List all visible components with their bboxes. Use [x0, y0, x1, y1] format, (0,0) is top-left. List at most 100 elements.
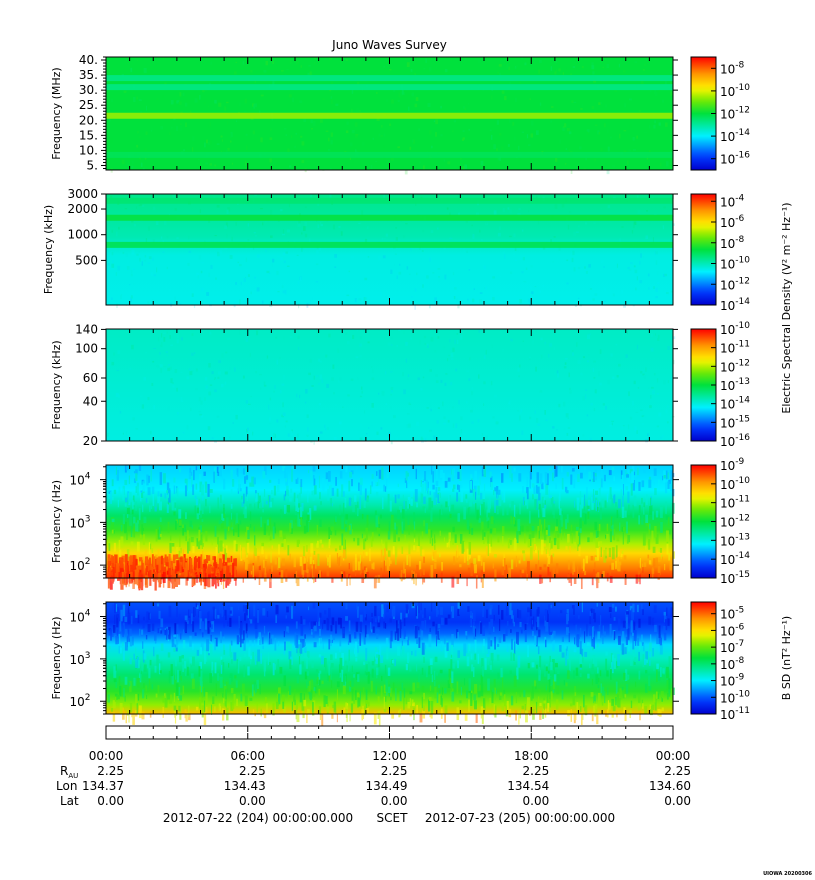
- colorbar-tick-label: 10-10: [720, 476, 750, 492]
- colorbar: 10-16 10-14 10-12 10-10 10-8: [690, 56, 750, 171]
- colorbar-tick-label: 10-13: [720, 532, 750, 548]
- colorbar-tick-label: 10-13: [720, 377, 750, 393]
- y-axis: 5.10.15.20.25.30.35.40.: [79, 53, 678, 172]
- y-axis-label: Frequency (Hz): [50, 480, 63, 563]
- emission-band: [106, 151, 673, 158]
- start-time: 2012-07-22 (204) 00:00:00.000: [163, 811, 353, 825]
- colorbar-tick-label: 10-14: [720, 297, 750, 313]
- ephemeris-value: 0.00: [97, 794, 124, 808]
- y-axis-label: Frequency (kHz): [50, 340, 63, 429]
- y-tick-label: 102: [69, 557, 90, 573]
- colorbar-gradient: [690, 193, 717, 306]
- ephemeris-value: 0.00: [523, 794, 550, 808]
- colorbar-tick-label: 10-9: [720, 457, 745, 473]
- colorbar: 10-15 10-14 10-13 10-12 10-11 10-10 10-9: [690, 457, 750, 586]
- y-tick-label: 40: [83, 394, 98, 408]
- colorbar-tick-label: 10-10: [720, 256, 750, 272]
- colorbar-tick-label: 10-11: [720, 495, 750, 511]
- ephemeris-value: 2.25: [664, 764, 691, 778]
- colorbar-tick-label: 10-6: [720, 622, 745, 638]
- colorbar-tick-label: 10-7: [720, 639, 744, 655]
- y-axis-label: Frequency (kHz): [42, 205, 55, 294]
- y-tick-label: 20.: [79, 113, 98, 127]
- ephemeris-value: 134.54: [507, 779, 549, 793]
- y-tick-label: 15.: [79, 128, 98, 142]
- y-tick-label: 3000: [67, 187, 98, 201]
- colorbar-tick-label: 10-11: [720, 706, 750, 722]
- emission-band: [106, 214, 673, 221]
- low-frequency-emission: [107, 554, 238, 591]
- colorbar-tick-label: 10-4: [720, 193, 745, 209]
- colorbar-tick-label: 10-16: [720, 433, 750, 449]
- time-frame: SCET: [377, 811, 409, 825]
- ephemeris-value: 2.25: [523, 764, 550, 778]
- spectrogram-image: [106, 194, 673, 305]
- colorbar-tick-label: 10-14: [720, 396, 750, 412]
- colorbar-tick-label: 10-15: [720, 414, 750, 430]
- ephemeris-label: Lat: [60, 794, 79, 808]
- electric-colorbar-label: Electric Spectral Density (V² m⁻² Hz⁻¹): [780, 202, 793, 413]
- colorbar-tick-label: 10-15: [720, 570, 750, 586]
- colorbar-tick-label: 10-14: [720, 128, 750, 144]
- colorbar-tick-label: 10-10: [720, 83, 750, 99]
- y-axis: 20 40 60 100 140: [75, 322, 678, 448]
- ephemeris-value: 134.43: [224, 779, 266, 793]
- spectrogram-texture: [106, 329, 676, 445]
- y-tick-label: 500: [75, 253, 98, 267]
- time-tick-label: 00:00: [656, 749, 691, 763]
- spectrogram-image: [106, 329, 673, 441]
- colorbar-tick-label: 10-6: [720, 214, 745, 230]
- ephemeris-row: RAU 2.25 2.25 2.25 2.25 2.25: [60, 764, 691, 780]
- colorbar-tick-label: 10-10: [720, 689, 750, 705]
- ephemeris-label: RAU: [60, 764, 78, 780]
- time-tick-label: 12:00: [372, 749, 407, 763]
- y-tick-label: 10.: [79, 143, 98, 157]
- colorbar-tick-label: 10-14: [720, 551, 750, 567]
- plot-title: Juno Waves Survey: [331, 38, 447, 52]
- y-tick-label: 1000: [67, 228, 98, 242]
- panel-4: 102 103 104 Frequency (Hz) 10-15 10-14 10-13 10…: [50, 457, 750, 591]
- y-tick-label: 140: [75, 322, 98, 336]
- time-axis: 00:00 06:00 12:00 18:00 00:00: [89, 725, 691, 763]
- y-tick-label: 60: [83, 371, 98, 385]
- ephemeris-value: 2.25: [239, 764, 266, 778]
- emission-band: [106, 112, 673, 119]
- ephemeris-value: 134.49: [366, 779, 408, 793]
- time-tick-label: 06:00: [230, 749, 265, 763]
- y-tick-label: 5.: [87, 158, 98, 172]
- ephemeris-value: 134.37: [82, 779, 124, 793]
- colorbar-tick-label: 10-8: [720, 60, 745, 76]
- ephemeris-value: 2.25: [381, 764, 408, 778]
- colorbar-tick-label: 10-11: [720, 340, 750, 356]
- colorbar-tick-label: 10-12: [720, 358, 750, 374]
- ephemeris-value: 0.00: [239, 794, 266, 808]
- x-ticks: [105, 57, 674, 170]
- spectrogram-texture: [106, 602, 675, 727]
- ephemeris-label-subscript: AU: [68, 772, 78, 780]
- ephemeris-value: 0.00: [381, 794, 408, 808]
- ephemeris-value: 0.00: [664, 794, 691, 808]
- colorbar-tick-label: 10-5: [720, 606, 744, 622]
- colorbar-tick-label: 10-8: [720, 235, 745, 251]
- y-tick-label: 100: [75, 342, 98, 356]
- y-tick-label: 25.: [79, 98, 98, 112]
- y-tick-label: 104: [69, 609, 90, 625]
- emission-band: [106, 84, 673, 91]
- colorbar-tick-label: 10-12: [720, 106, 750, 122]
- y-tick-label: 103: [69, 514, 90, 530]
- y-tick-label: 104: [69, 472, 90, 488]
- colorbar-tick-label: 10-8: [720, 656, 745, 672]
- panel-1: 5.10.15.20.25.30.35.40. Frequency (MHz) 10…: [50, 53, 750, 175]
- ephemeris-value: 134.60: [649, 779, 691, 793]
- x-ticks: [105, 194, 674, 305]
- x-ticks: [105, 329, 674, 441]
- colorbar-tick-label: 10-16: [720, 151, 750, 167]
- y-tick-label: 2000: [67, 202, 98, 216]
- credit-label: UIOWA 20200306: [763, 871, 812, 877]
- colorbar: 10-14 10-12 10-10 10-8 10-6 10-4: [690, 193, 750, 313]
- y-axis-label: Frequency (MHz): [50, 67, 63, 159]
